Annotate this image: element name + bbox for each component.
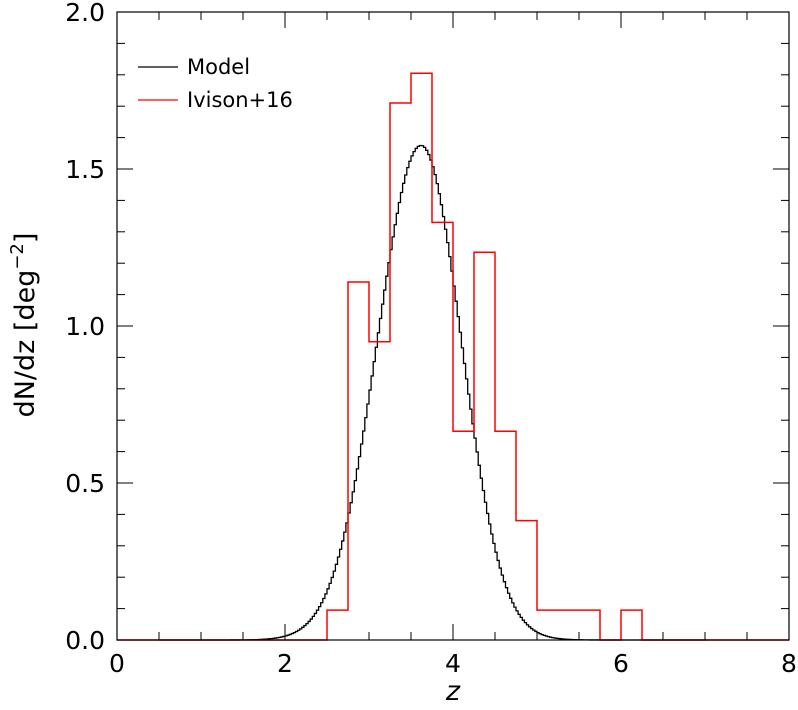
x-tick-label: 2 xyxy=(277,649,293,678)
x-tick-label: 6 xyxy=(613,649,629,678)
legend: Model Ivison+16 xyxy=(138,55,293,112)
y-tick-label: 2.0 xyxy=(65,0,105,27)
y-axis-title-main: dN/dz [deg xyxy=(10,270,41,418)
model-curve xyxy=(159,144,708,641)
plot-frame xyxy=(116,11,790,641)
ivison-histogram xyxy=(117,72,789,641)
x-tick-label: 0 xyxy=(109,649,125,678)
y-tick-label: 1.5 xyxy=(65,155,105,184)
x-axis-title: z xyxy=(445,676,461,707)
x-tick-label: 8 xyxy=(781,649,797,678)
series-layer xyxy=(117,72,789,641)
legend-model-label: Model xyxy=(187,55,250,79)
x-tick-label: 4 xyxy=(445,649,461,678)
y-tick-label: 0.5 xyxy=(65,469,105,498)
y-axis-title-close: ] xyxy=(10,233,41,244)
y-axis-title: dN/dz [deg−2] xyxy=(7,233,41,418)
y-axis-title-exponent: −2 xyxy=(7,243,28,270)
tick-labels: 0 2 4 6 8 0.0 0.5 1.0 1.5 2.0 xyxy=(65,0,797,678)
y-tick-label: 1.0 xyxy=(65,312,105,341)
y-tick-label: 0.0 xyxy=(65,626,105,655)
legend-ivison-label: Ivison+16 xyxy=(187,88,293,112)
